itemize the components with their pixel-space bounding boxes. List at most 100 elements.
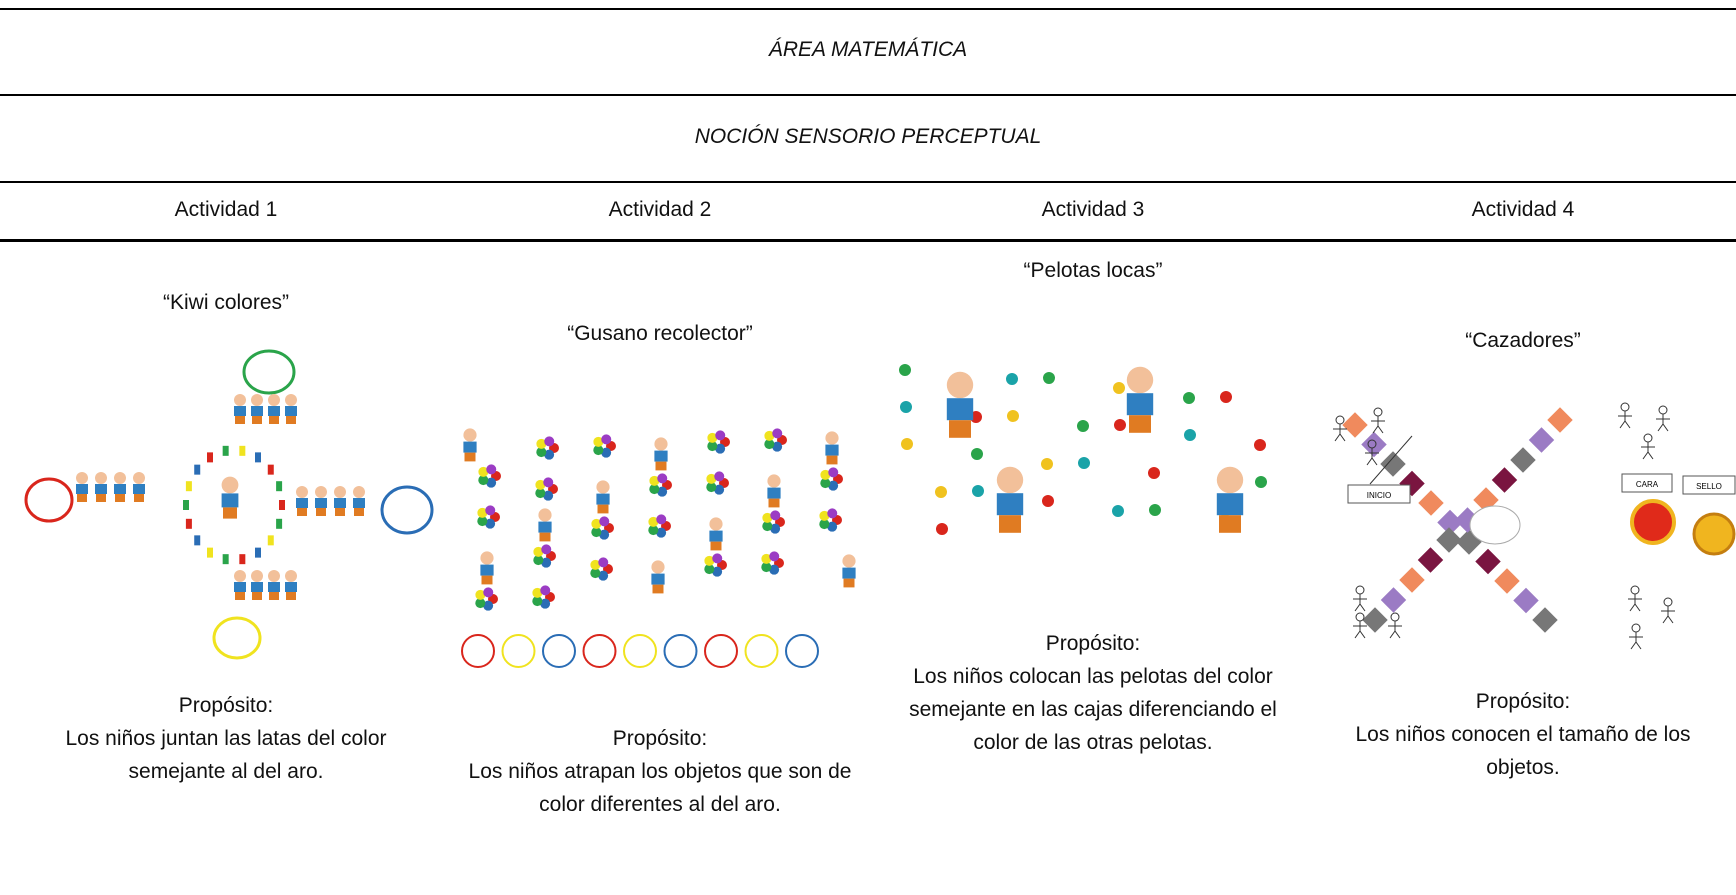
kid-head: [234, 570, 246, 582]
ball: [541, 557, 552, 568]
tile: [1510, 447, 1536, 473]
title: ÁREA MATEMÁTICA: [768, 38, 968, 61]
kid-head: [285, 570, 297, 582]
ball: [712, 566, 723, 577]
stick-figure: [1656, 414, 1670, 432]
label-box: [1682, 475, 1736, 495]
ball: [704, 555, 715, 566]
ball: [485, 505, 496, 516]
kid-body: [709, 530, 723, 542]
stick-figure: [1661, 606, 1675, 624]
ball: [483, 600, 494, 611]
purpose-text: Los niños colocan las pelotas del color …: [909, 665, 1277, 754]
hoop: [24, 477, 74, 523]
kid-head: [709, 517, 723, 531]
rule: [0, 239, 1736, 242]
ball: [761, 562, 772, 573]
ball: [485, 518, 496, 529]
stick-head: [1643, 433, 1653, 443]
ring: [623, 634, 657, 668]
rule: [0, 181, 1736, 183]
purpose-label: Propósito:: [178, 694, 274, 717]
ball: [1006, 373, 1018, 385]
ball: [1184, 429, 1196, 441]
kid-head: [268, 570, 280, 582]
activity-label: Actividad 3: [1041, 198, 1145, 221]
kid-body: [95, 484, 107, 494]
ball: [486, 477, 497, 488]
coin: [1630, 499, 1676, 545]
purpose-label: Propósito:: [1475, 690, 1571, 713]
can: [279, 500, 285, 510]
kid-head: [480, 551, 494, 565]
kid-legs: [286, 592, 296, 600]
stick-figure: [1353, 594, 1367, 612]
kid-body: [76, 484, 88, 494]
kid-head: [654, 437, 668, 451]
kid-head: [767, 474, 781, 488]
kid-legs: [269, 592, 279, 600]
subtitle: NOCIÓN SENSORIO PERCEPTUAL: [694, 125, 1042, 148]
rule: [0, 8, 1736, 10]
ball: [536, 438, 547, 449]
kid-legs: [286, 416, 296, 424]
can: [207, 547, 213, 558]
ball: [772, 428, 783, 439]
ball: [712, 553, 723, 564]
activity-name: “Pelotas locas”: [1023, 259, 1163, 282]
label-box: [1347, 484, 1411, 504]
ball: [656, 527, 667, 538]
ball: [935, 486, 947, 498]
ball: [598, 557, 609, 568]
kid-body: [221, 493, 239, 508]
kid-head: [221, 476, 239, 494]
ring: [501, 634, 536, 668]
kid-body: [234, 406, 246, 416]
ball: [591, 518, 602, 529]
kid-body: [651, 573, 665, 585]
kid-legs: [826, 455, 838, 465]
ball: [599, 529, 610, 540]
kid-legs: [597, 504, 609, 514]
ball: [1149, 504, 1161, 516]
kid-body: [251, 582, 263, 592]
ball: [601, 434, 612, 445]
kid-legs: [134, 494, 144, 502]
ring: [461, 634, 495, 668]
ring: [542, 634, 576, 668]
kid-legs: [269, 416, 279, 424]
kid-head: [315, 486, 327, 498]
ring: [704, 634, 738, 668]
kid-legs: [223, 507, 237, 519]
kid-body: [296, 498, 308, 508]
purpose-text: Los niños atrapan los objetos que son de…: [468, 760, 852, 816]
ball: [601, 447, 612, 458]
kid-head: [234, 394, 246, 406]
kid-head: [133, 472, 145, 484]
tile: [1418, 490, 1444, 516]
ball: [706, 473, 717, 484]
kid-legs: [252, 416, 262, 424]
tile: [1362, 607, 1388, 633]
ball: [533, 555, 544, 566]
kid-legs: [252, 592, 262, 600]
ball: [1042, 495, 1054, 507]
center-circle: [1469, 505, 1521, 545]
kid-head: [76, 472, 88, 484]
ball: [899, 364, 911, 376]
tile: [1380, 451, 1406, 477]
tile: [1532, 607, 1558, 633]
can: [185, 481, 192, 492]
kid-body: [234, 582, 246, 592]
ball: [1041, 458, 1053, 470]
ball: [532, 596, 543, 607]
activity-name: “Kiwi colores”: [162, 291, 290, 314]
can: [267, 464, 274, 475]
ball: [543, 490, 554, 501]
stick-head: [1335, 415, 1345, 425]
ball: [707, 441, 718, 452]
tile: [1436, 527, 1462, 553]
ball: [764, 430, 775, 441]
ball: [544, 449, 555, 460]
